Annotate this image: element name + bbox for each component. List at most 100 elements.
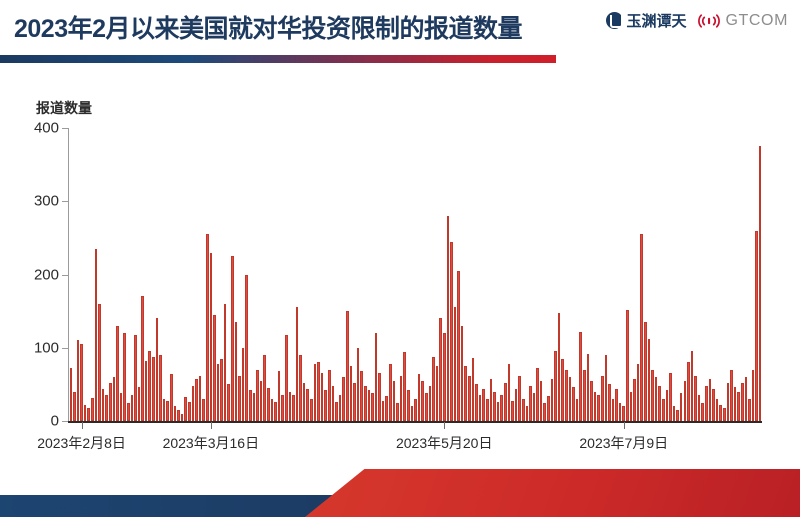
bar <box>568 377 572 421</box>
bar <box>407 390 410 421</box>
bar <box>719 404 722 421</box>
bar <box>274 401 277 421</box>
bar <box>651 369 654 421</box>
bar <box>94 248 98 421</box>
bar <box>338 395 342 421</box>
bar <box>378 372 381 421</box>
bar <box>381 400 385 421</box>
x-axis-line <box>68 421 762 423</box>
bar <box>733 387 737 421</box>
bar <box>644 322 647 421</box>
bar <box>712 388 715 421</box>
bar <box>241 347 245 421</box>
bar <box>292 394 295 421</box>
brand-logos: 玉渊谭天 GTCOM <box>606 10 788 31</box>
bar <box>593 391 597 421</box>
bar <box>701 402 705 421</box>
bar <box>80 344 83 421</box>
bar <box>353 382 356 421</box>
bar <box>342 377 345 421</box>
footer-red-shape <box>305 469 800 517</box>
bar <box>579 331 582 421</box>
bar <box>600 375 604 421</box>
bar <box>166 400 170 421</box>
bar <box>335 401 338 421</box>
bar <box>421 380 424 421</box>
bar <box>572 387 575 421</box>
bar <box>177 410 180 421</box>
bar <box>622 406 626 421</box>
y-axis-tick-label: 300 <box>33 192 59 210</box>
bar <box>665 390 669 421</box>
bar <box>184 396 187 421</box>
bar <box>597 395 600 421</box>
bar <box>715 399 719 421</box>
y-axis-tick <box>62 421 68 422</box>
gtcom-label: GTCOM <box>725 11 788 29</box>
bar <box>417 374 421 421</box>
bar <box>475 384 478 421</box>
bar <box>112 377 116 421</box>
circular-seal-icon <box>606 12 624 29</box>
bar <box>345 311 349 421</box>
bar <box>629 391 633 421</box>
bar <box>220 358 223 421</box>
bar <box>155 318 159 421</box>
bar <box>730 369 733 421</box>
bar <box>349 366 353 421</box>
bar <box>439 318 442 421</box>
bar <box>468 375 471 421</box>
bar <box>399 375 403 421</box>
y-axis-tick <box>62 128 68 129</box>
broadcast-signal-icon <box>698 13 721 28</box>
y-axis-tick <box>62 201 68 203</box>
bar <box>134 334 137 421</box>
bar <box>521 399 525 421</box>
bar <box>518 375 521 421</box>
bar <box>109 382 112 421</box>
bar <box>231 256 234 421</box>
bar <box>360 371 363 421</box>
y-axis-tick <box>62 274 68 276</box>
bar <box>256 369 259 421</box>
x-axis-tick <box>623 422 625 429</box>
bar <box>238 375 241 421</box>
bar <box>435 366 439 421</box>
bar <box>539 380 543 421</box>
bar <box>550 378 554 421</box>
bar <box>561 358 564 421</box>
bar <box>478 395 482 421</box>
bar <box>173 406 177 421</box>
bar <box>493 391 496 421</box>
bar <box>328 369 331 421</box>
bar <box>414 399 417 421</box>
y-axis-tick-label: 100 <box>33 339 59 357</box>
bar-series <box>69 128 762 421</box>
bar <box>170 374 173 421</box>
bar <box>223 303 227 421</box>
bar <box>245 274 249 421</box>
y-axis-tick-label: 400 <box>33 119 59 137</box>
bar <box>144 360 148 421</box>
bar <box>690 351 694 421</box>
gtcom-logo: GTCOM <box>698 12 788 30</box>
bar <box>249 390 252 421</box>
bar <box>464 366 468 421</box>
bar <box>503 382 507 421</box>
bar <box>460 325 464 421</box>
bar <box>676 410 679 421</box>
footer-blue-shape <box>0 495 402 517</box>
header-gradient-rule <box>0 55 556 63</box>
bar <box>371 393 374 421</box>
bar <box>450 241 453 421</box>
bar <box>705 385 708 421</box>
bar <box>98 303 101 421</box>
bar <box>428 385 432 421</box>
bar <box>252 393 256 421</box>
bar <box>679 393 683 421</box>
y-axis-tick-label: 200 <box>33 266 59 283</box>
y-axis-tick <box>62 347 68 349</box>
bar <box>295 307 299 421</box>
yuyuantantian-logo: 玉渊谭天 <box>606 10 686 31</box>
bar <box>618 402 622 421</box>
